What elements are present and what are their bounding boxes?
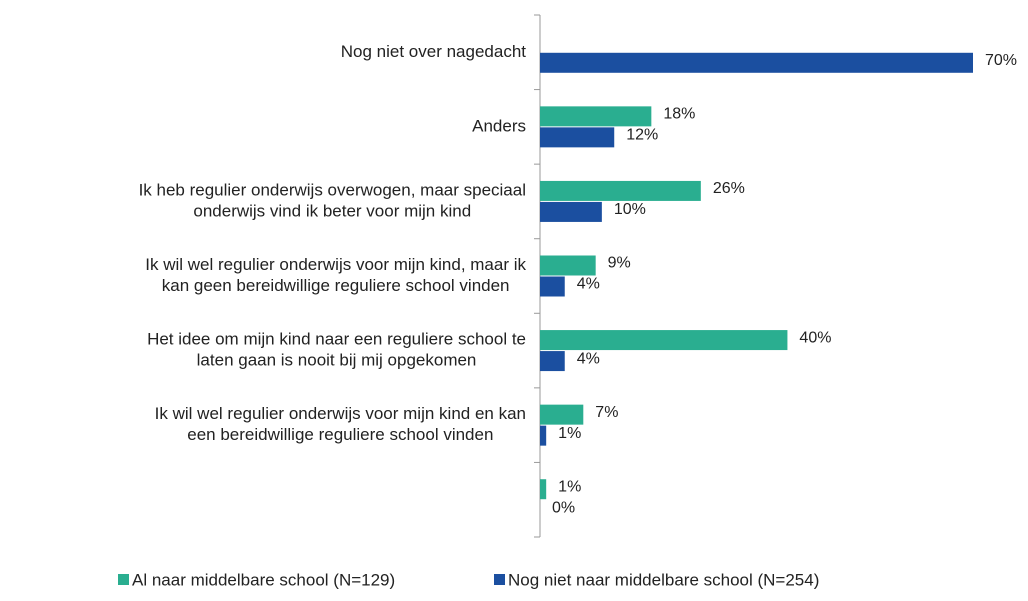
data-label: 4% <box>577 276 600 293</box>
bar <box>540 404 584 425</box>
bar <box>540 52 973 73</box>
bar <box>540 479 547 500</box>
bar <box>540 351 565 372</box>
y-tick-label: Ik wil wel regulier onderwijs voor mijn … <box>155 404 526 423</box>
y-tick-label: Nog niet over nagedacht <box>341 42 527 61</box>
legend-swatch <box>118 574 129 585</box>
data-label: 1% <box>558 425 581 442</box>
bar <box>540 127 615 148</box>
data-label: 0% <box>552 499 575 516</box>
y-tick-label: Ik heb regulier onderwijs overwogen, maa… <box>139 180 526 199</box>
bar <box>540 180 701 201</box>
bar <box>540 276 565 297</box>
bar <box>540 255 596 276</box>
data-label: 9% <box>608 255 631 272</box>
bar <box>540 425 547 446</box>
data-label: 70% <box>985 52 1017 69</box>
data-label: 18% <box>663 106 695 123</box>
y-tick-label: kan geen bereidwillige reguliere school … <box>162 276 510 295</box>
legend-swatch <box>494 574 505 585</box>
legend-label: Nog niet naar middelbare school (N=254) <box>508 570 819 589</box>
bar <box>540 330 788 351</box>
data-label: 10% <box>614 201 646 218</box>
data-label: 7% <box>595 404 618 421</box>
data-label: 12% <box>626 127 658 144</box>
data-label: 40% <box>799 329 831 346</box>
y-tick-label: laten gaan is nooit bij mij opgekomen <box>197 351 477 370</box>
y-tick-label: Het idee om mijn kind naar een reguliere… <box>147 330 526 349</box>
data-label: 4% <box>577 350 600 367</box>
legend-label: Al naar middelbare school (N=129) <box>132 570 395 589</box>
bar <box>540 106 652 127</box>
y-tick-label: Anders <box>472 116 526 135</box>
data-label: 26% <box>713 180 745 197</box>
data-label: 1% <box>558 478 581 495</box>
bar <box>540 201 602 222</box>
y-tick-label: Ik wil wel regulier onderwijs voor mijn … <box>145 255 526 274</box>
y-tick-label: onderwijs vind ik beter voor mijn kind <box>193 201 471 220</box>
y-tick-label: een bereidwillige reguliere school vinde… <box>187 425 493 444</box>
